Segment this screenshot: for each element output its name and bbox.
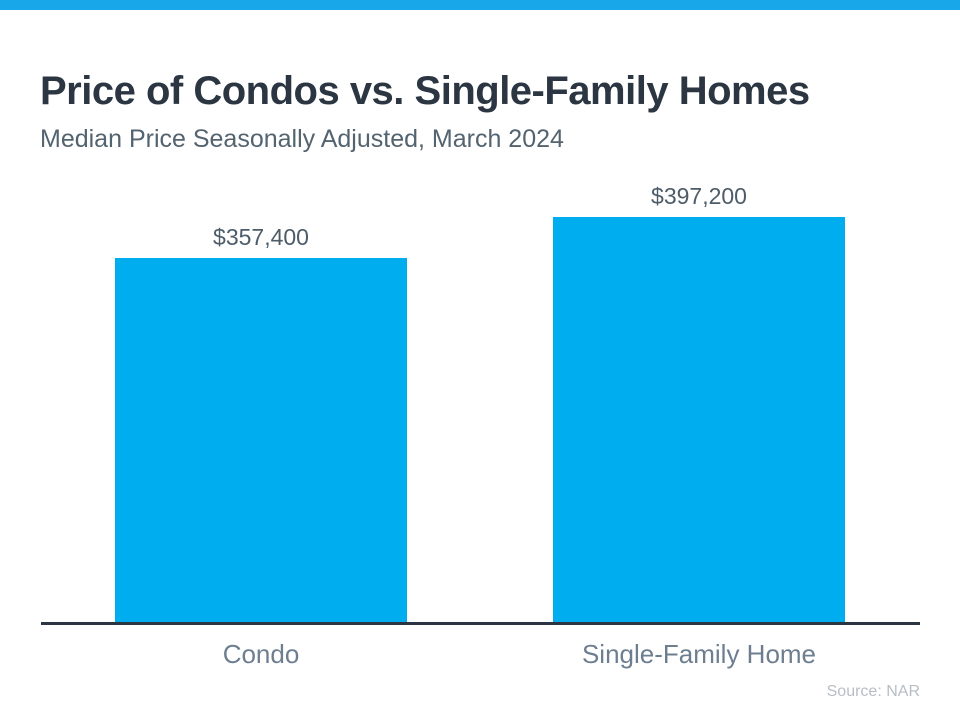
bar-group-condo: $357,400 Condo [115, 224, 407, 669]
bar-value-label: $397,200 [651, 183, 747, 209]
page-subtitle: Median Price Seasonally Adjusted, March … [40, 124, 564, 153]
bar-group-single-family-home: $397,200 Single-Family Home [553, 183, 845, 669]
bar-category-label: Condo [222, 639, 300, 669]
bar-category-label: Single-Family Home [581, 639, 817, 669]
x-axis-line [41, 622, 920, 625]
source-note: Source: NAR [826, 683, 920, 700]
bar-single-family-home [553, 217, 845, 622]
bar-value-label: $357,400 [213, 224, 309, 250]
page-title: Price of Condos vs. Single-Family Homes [40, 68, 810, 113]
bar-condo [115, 258, 407, 622]
plot-area: $357,400 Condo $397,200 Single-Family Home [41, 160, 920, 669]
top-accent-bar [0, 0, 960, 10]
